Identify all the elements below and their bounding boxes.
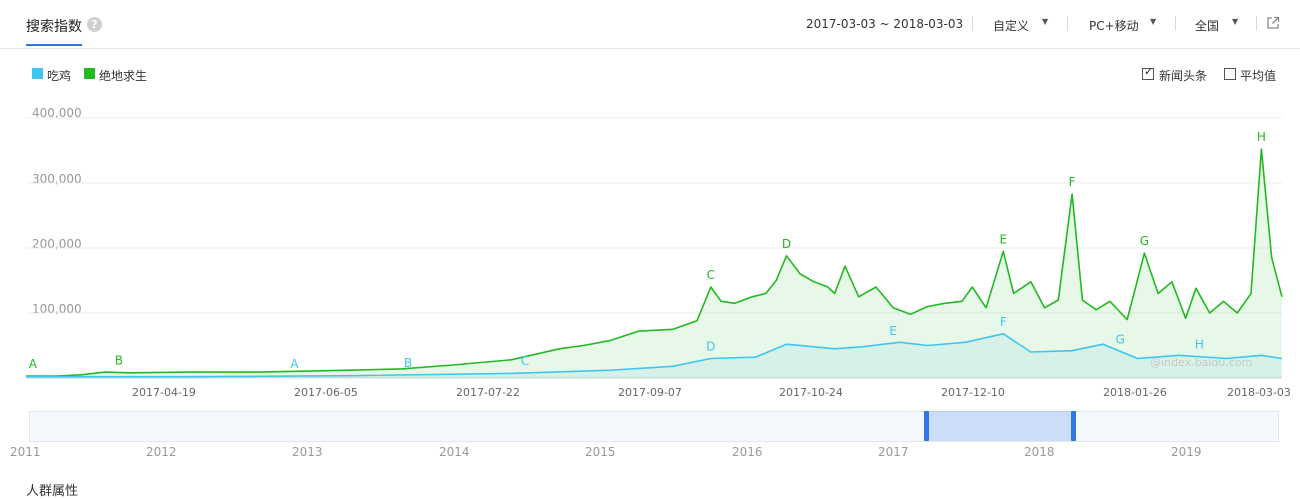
year-label: 2016 (732, 445, 763, 459)
series-line (26, 333, 1283, 378)
news-headlines-label[interactable]: 新闻头条 (1159, 69, 1208, 83)
legend-label-chiji[interactable]: 吃鸡 (47, 69, 72, 83)
x-tick-label: 2017-06-05 (294, 386, 358, 399)
news-checkbox[interactable]: ✓ (1142, 65, 1154, 80)
help-icon[interactable]: ? (87, 17, 102, 32)
period-select[interactable]: 自定义 (993, 19, 1030, 33)
x-tick-label: 2017-09-07 (618, 386, 682, 399)
year-label: 2019 (1171, 445, 1202, 459)
average-checkbox[interactable] (1224, 68, 1236, 80)
average-label[interactable]: 平均值 (1240, 69, 1277, 83)
range-handle-left[interactable] (924, 411, 929, 441)
region-select[interactable]: 全国 (1195, 19, 1220, 33)
y-tick-label: 300,000 (32, 172, 82, 186)
device-chevron-down-icon[interactable]: ▼ (1150, 17, 1157, 26)
region-chevron-down-icon[interactable]: ▼ (1232, 17, 1239, 26)
annotation-label: D (782, 237, 791, 251)
annotation-label: A (290, 357, 299, 371)
watermark: @index.baidu.com (1150, 356, 1253, 369)
range-scroller[interactable] (29, 411, 1279, 442)
annotation-label: C (707, 268, 715, 282)
y-tick-label: 100,000 (32, 302, 82, 316)
legend-label-pubg[interactable]: 绝地求生 (99, 69, 148, 83)
year-label: 2013 (292, 445, 323, 459)
toolbar-divider (1175, 16, 1176, 31)
range-handle-right[interactable] (1071, 411, 1076, 441)
annotation-label: F (1069, 175, 1076, 189)
annotation-label: H (1195, 338, 1204, 352)
year-label: 2014 (439, 445, 470, 459)
x-tick-label: 2018-03-03 (1227, 386, 1291, 399)
device-select[interactable]: PC+移动 (1089, 19, 1139, 33)
toolbar-divider (1256, 16, 1257, 31)
toolbar-divider (972, 16, 973, 31)
external-link-icon[interactable] (1266, 16, 1280, 30)
annotation-label: G (1140, 234, 1149, 248)
y-tick-label: 200,000 (32, 237, 82, 251)
annotation-label: F (1000, 315, 1007, 329)
top-bar (0, 0, 1300, 49)
annotation-label: E (999, 232, 1007, 246)
year-label: 2012 (146, 445, 177, 459)
year-label: 2018 (1024, 445, 1055, 459)
x-tick-label: 2017-10-24 (779, 386, 843, 399)
annotation-label: B (115, 354, 123, 368)
legend-swatch-pubg (84, 68, 95, 79)
annotation-label: G (1116, 332, 1125, 346)
year-label: 2011 (10, 445, 41, 459)
annotation-label: B (404, 356, 412, 370)
series-area (26, 333, 1282, 378)
series-area (26, 149, 1282, 378)
x-tick-label: 2017-07-22 (456, 386, 520, 399)
date-range-display[interactable]: 2017-03-03 ~ 2018-03-03 (806, 17, 964, 31)
period-chevron-down-icon[interactable]: ▼ (1042, 17, 1049, 26)
annotation-label: A (29, 357, 38, 371)
annotation-label: D (706, 340, 715, 354)
x-tick-label: 2018-01-26 (1103, 386, 1167, 399)
annotation-label: H (1257, 130, 1266, 144)
y-tick-label: 400,000 (32, 106, 82, 120)
x-tick-label: 2017-12-10 (941, 386, 1005, 399)
x-tick-label: 2017-04-19 (132, 386, 196, 399)
year-label: 2017 (878, 445, 909, 459)
range-selection[interactable] (927, 411, 1073, 441)
year-label: 2015 (585, 445, 616, 459)
tab-active-indicator (26, 44, 82, 46)
legend-swatch-chiji (32, 68, 43, 79)
next-section-title: 人群属性 (26, 484, 79, 499)
series-line (26, 148, 1283, 377)
toolbar-divider (1067, 16, 1068, 31)
checkmark-icon: ✓ (1144, 65, 1154, 78)
annotation-label: C (521, 354, 529, 368)
annotation-label: E (889, 324, 897, 338)
tab-search-index[interactable]: 搜索指数 (26, 19, 82, 35)
